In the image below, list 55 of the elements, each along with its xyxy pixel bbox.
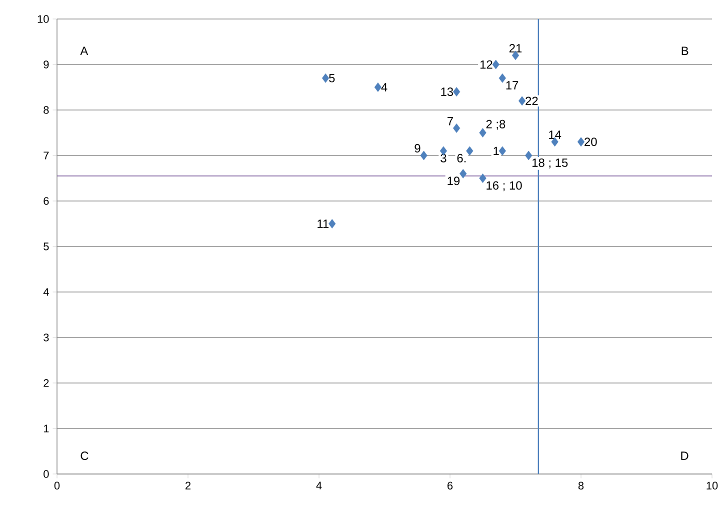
y-tick-label: 1 (44, 424, 49, 432)
point (492, 60, 500, 70)
annotation: 6. (457, 154, 466, 162)
y-tick-label: 5 (44, 242, 49, 250)
y-tick-label: 2 (44, 379, 49, 387)
annotation: A (80, 46, 88, 55)
annotation: 18 ; 15 (532, 158, 568, 168)
point (466, 146, 474, 156)
y-tick-label: 7 (44, 152, 49, 160)
point (498, 146, 506, 156)
point (328, 219, 336, 228)
x-tick-label: 0 (54, 482, 60, 490)
point (577, 137, 585, 147)
annotation: D (681, 452, 688, 460)
x-tick-label: 2 (186, 482, 191, 490)
annotation: 12 (480, 60, 492, 69)
x-tick-label: 10 (706, 482, 718, 490)
point (479, 174, 486, 183)
y-tick-label: 3 (44, 334, 49, 342)
point (452, 87, 460, 96)
annotation: 7 (448, 116, 453, 126)
y-tick-label: 4 (43, 288, 49, 296)
annotation: C (80, 452, 88, 460)
annotation: 19 (448, 176, 460, 186)
point (525, 150, 532, 160)
x-tick-label: 6 (448, 482, 453, 490)
annotation: 22 (526, 96, 538, 106)
annotation: 3 (440, 154, 446, 162)
y-tick-label: 10 (38, 15, 49, 23)
annotation: 13 (441, 88, 454, 96)
point (518, 96, 526, 106)
annotation: 20 (584, 138, 597, 146)
point (498, 73, 506, 83)
annotation: B (682, 46, 688, 55)
y-tick-label: 8 (44, 106, 49, 114)
y-tick-label: 9 (44, 60, 49, 68)
annotation: 2 ;8 (486, 120, 506, 130)
y-tick-label: 6 (44, 197, 49, 205)
point (420, 150, 428, 160)
annotation: 21 (509, 44, 522, 52)
annotation: 1 (494, 146, 499, 156)
point (452, 124, 460, 133)
point (322, 73, 330, 83)
annotation: 17 (506, 81, 518, 90)
annotation: 16 ; 10 (486, 181, 522, 192)
annotation: 14 (549, 130, 562, 139)
point (479, 128, 486, 138)
point (460, 169, 467, 178)
annotation: 9 (414, 144, 420, 152)
annotation: 11 (318, 220, 329, 228)
x-tick-label: 8 (578, 482, 584, 490)
x-tick-label: 4 (316, 482, 322, 490)
annotation: 4 (381, 83, 388, 92)
y-tick-label: 0 (44, 470, 49, 478)
annotation: 5 (329, 74, 335, 82)
